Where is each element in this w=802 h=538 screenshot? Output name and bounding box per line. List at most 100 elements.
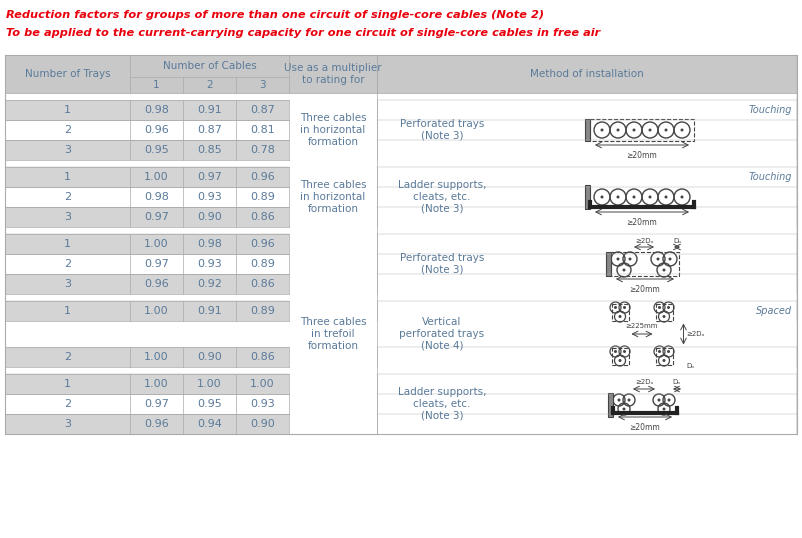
Text: 0.98: 0.98: [197, 239, 222, 249]
Bar: [130, 274, 183, 294]
Circle shape: [622, 268, 626, 272]
Text: 0.86: 0.86: [250, 352, 275, 362]
Circle shape: [649, 195, 651, 199]
Bar: [130, 347, 183, 367]
Circle shape: [617, 258, 619, 260]
Bar: [377, 347, 797, 367]
Bar: [236, 254, 289, 274]
Bar: [289, 100, 377, 120]
Text: 1.00: 1.00: [144, 352, 168, 362]
Bar: [608, 393, 613, 417]
Circle shape: [614, 306, 617, 309]
Text: Three cables
in horizontal
formation: Three cables in horizontal formation: [300, 180, 367, 214]
Bar: [611, 252, 679, 276]
Text: Dₒ: Dₒ: [687, 363, 695, 369]
Text: 0.92: 0.92: [197, 279, 222, 289]
Text: 0.85: 0.85: [197, 145, 222, 155]
Text: Use as a multiplier
to rating for: Use as a multiplier to rating for: [284, 63, 382, 85]
Bar: [130, 207, 183, 227]
Bar: [5, 55, 797, 434]
Text: Reduction factors for groups of more than one circuit of single-core cables (Not: Reduction factors for groups of more tha…: [6, 10, 544, 20]
Bar: [5, 254, 130, 274]
Text: 0.89: 0.89: [250, 192, 275, 202]
Circle shape: [662, 407, 666, 410]
Text: 0.87: 0.87: [250, 105, 275, 115]
Bar: [183, 254, 236, 274]
Bar: [289, 394, 377, 414]
Bar: [289, 254, 377, 274]
Text: ≥20mm: ≥20mm: [626, 151, 658, 160]
Circle shape: [667, 306, 670, 309]
Circle shape: [662, 315, 666, 318]
Circle shape: [617, 195, 619, 199]
Text: 1.00: 1.00: [144, 172, 168, 182]
Text: 0.93: 0.93: [250, 399, 275, 409]
Bar: [377, 140, 797, 160]
Bar: [5, 374, 130, 394]
Bar: [236, 234, 289, 254]
Bar: [377, 207, 797, 227]
Text: 2: 2: [64, 352, 71, 362]
Circle shape: [627, 399, 630, 401]
Text: Perforated trays
(Note 3): Perforated trays (Note 3): [400, 253, 484, 275]
Circle shape: [657, 258, 659, 260]
Text: 3: 3: [64, 212, 71, 222]
Text: 0.86: 0.86: [250, 212, 275, 222]
Text: 1.00: 1.00: [144, 239, 168, 249]
Bar: [655, 348, 673, 365]
Bar: [289, 347, 377, 367]
Bar: [183, 234, 236, 254]
Bar: [183, 120, 236, 140]
Bar: [377, 274, 797, 294]
Text: 2: 2: [64, 399, 71, 409]
Text: 3: 3: [259, 80, 265, 90]
Text: ≥2Dₒ: ≥2Dₒ: [634, 379, 654, 385]
Bar: [585, 119, 590, 141]
Bar: [377, 394, 797, 414]
Bar: [183, 374, 236, 394]
Text: 2: 2: [64, 259, 71, 269]
Text: 0.91: 0.91: [197, 306, 222, 316]
Bar: [611, 303, 629, 321]
Circle shape: [662, 359, 666, 362]
Circle shape: [633, 195, 635, 199]
Text: Method of installation: Method of installation: [530, 69, 644, 79]
Bar: [236, 374, 289, 394]
Bar: [183, 347, 236, 367]
Bar: [5, 301, 130, 321]
Bar: [236, 347, 289, 367]
Bar: [236, 187, 289, 207]
Bar: [377, 414, 797, 434]
Circle shape: [618, 399, 621, 401]
Bar: [377, 187, 797, 207]
Text: 0.96: 0.96: [144, 419, 169, 429]
Bar: [183, 301, 236, 321]
Text: 1: 1: [64, 105, 71, 115]
Bar: [183, 167, 236, 187]
Text: ≥2Dₒ: ≥2Dₒ: [687, 331, 705, 337]
Text: 2: 2: [206, 80, 213, 90]
Text: Number of Cables: Number of Cables: [163, 61, 257, 71]
Text: 0.95: 0.95: [144, 145, 169, 155]
Text: Dₒ: Dₒ: [673, 238, 681, 244]
Bar: [183, 207, 236, 227]
Text: 0.97: 0.97: [144, 399, 169, 409]
Text: 0.90: 0.90: [197, 352, 222, 362]
Bar: [289, 301, 377, 321]
Circle shape: [681, 195, 683, 199]
Text: 0.96: 0.96: [250, 239, 275, 249]
Circle shape: [618, 315, 622, 318]
Bar: [289, 140, 377, 160]
Bar: [130, 374, 183, 394]
Bar: [5, 347, 130, 367]
Bar: [236, 274, 289, 294]
Bar: [289, 234, 377, 254]
Text: Three cables
in horizontal
formation: Three cables in horizontal formation: [300, 114, 367, 146]
Bar: [5, 207, 130, 227]
Bar: [183, 414, 236, 434]
Circle shape: [669, 258, 671, 260]
Bar: [183, 274, 236, 294]
Text: 2: 2: [64, 125, 71, 135]
Text: 0.90: 0.90: [250, 419, 275, 429]
Bar: [236, 167, 289, 187]
